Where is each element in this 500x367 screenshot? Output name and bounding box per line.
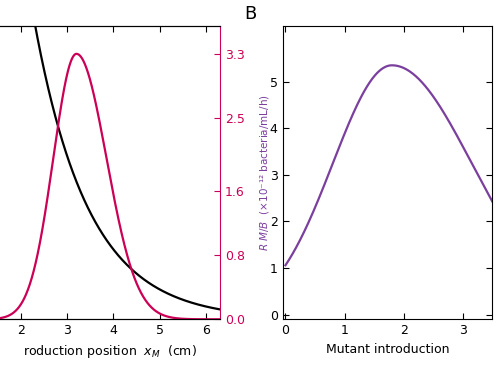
Y-axis label: Reproductions per unit volume and
unit time  $R$  (×10⁸ /mL/h): Reproductions per unit volume and unit t…	[332, 81, 357, 264]
Text: B: B	[244, 5, 257, 23]
X-axis label: Mutant introduction: Mutant introduction	[326, 343, 449, 356]
X-axis label: roduction position  $x_M$  (cm): roduction position $x_M$ (cm)	[23, 343, 197, 360]
Y-axis label: $R$ $M$/$B$  (×10⁻¹² bacteria/mL/h): $R$ $M$/$B$ (×10⁻¹² bacteria/mL/h)	[258, 94, 270, 251]
